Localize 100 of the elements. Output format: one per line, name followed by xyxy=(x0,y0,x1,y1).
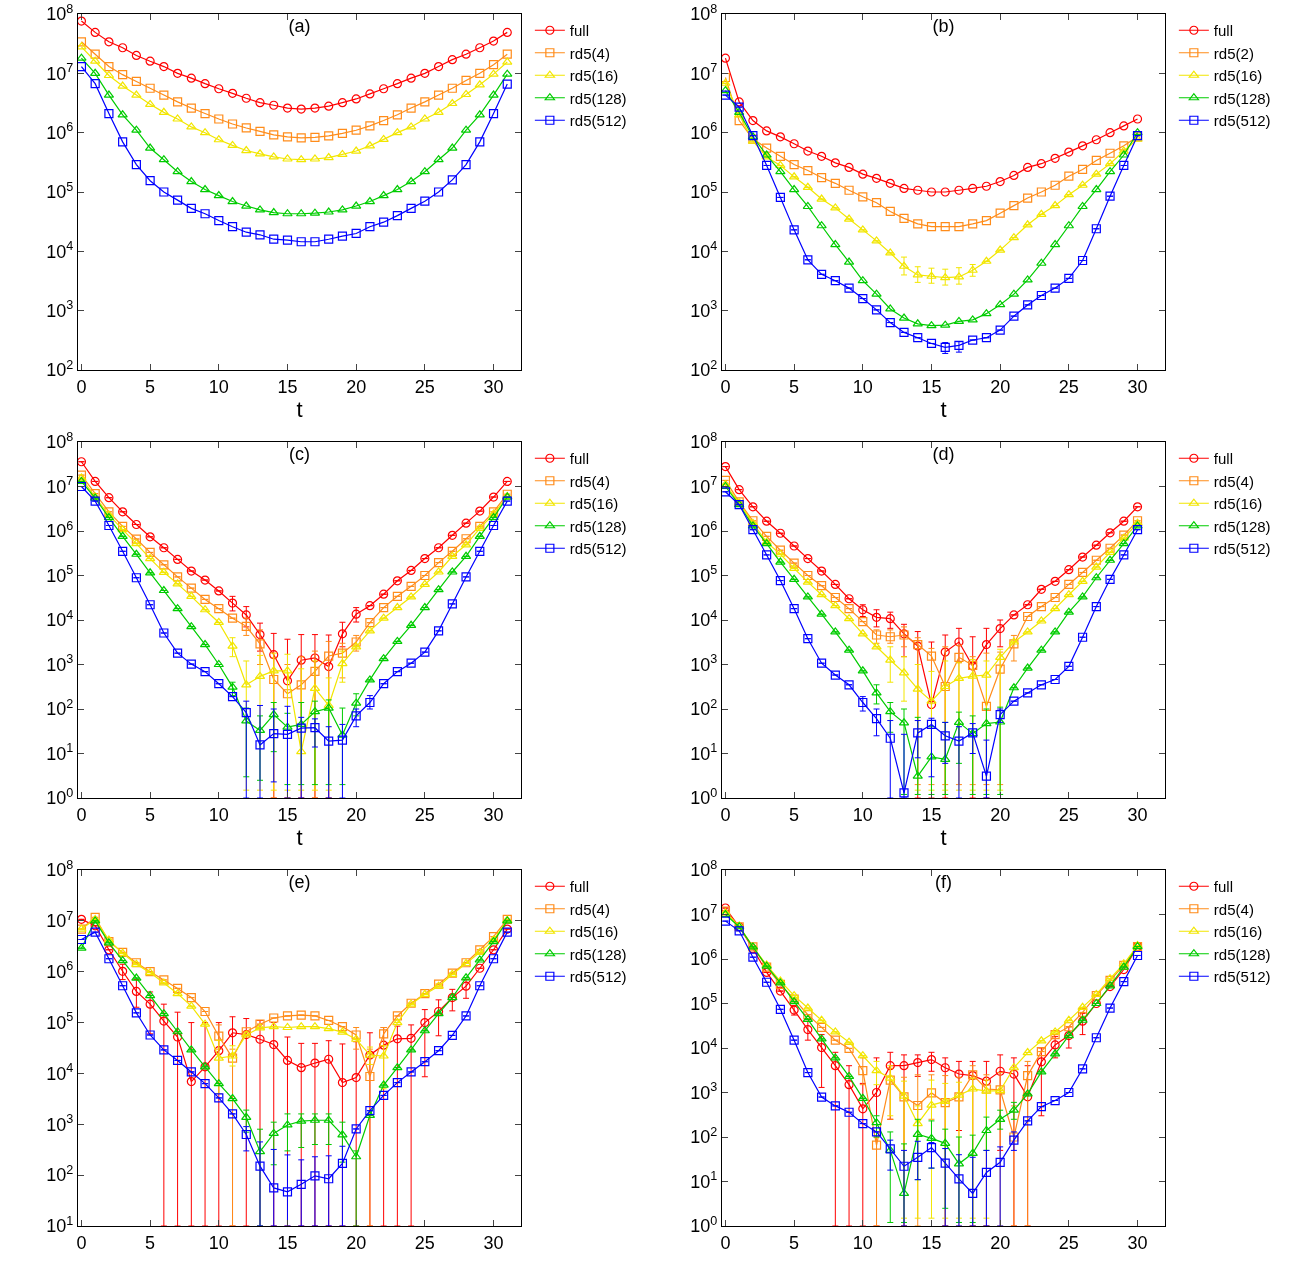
y-tick-label: 10$^{8}$ xyxy=(46,429,74,453)
legend-label: rd5(16) xyxy=(1213,495,1263,513)
x-tick-label: 0 xyxy=(76,1232,87,1253)
chart-title: (c) xyxy=(289,443,310,464)
y-tick-label: 10$^{4}$ xyxy=(46,239,74,262)
y-tick-label: 10$^{0}$ xyxy=(46,785,74,809)
x-tick-label: 10 xyxy=(208,1232,229,1253)
x-tick-label: 20 xyxy=(990,804,1011,825)
x-tick-label: 0 xyxy=(720,804,731,825)
y-tick-label: 10$^{5}$ xyxy=(690,563,718,586)
x-tick-label: 5 xyxy=(145,804,156,825)
y-tick-label: 10$^{1}$ xyxy=(46,741,74,764)
x-tick-label: 15 xyxy=(921,376,942,397)
x-tick-label: 15 xyxy=(277,1232,298,1253)
legend-label: rd5(4) xyxy=(569,900,610,918)
legend-label: rd5(16) xyxy=(1213,67,1263,85)
legend-label: full xyxy=(569,878,590,896)
x-axis-title: t xyxy=(296,824,303,850)
x-tick-label: 5 xyxy=(789,376,800,397)
y-tick-label: 10$^{1}$ xyxy=(690,1169,718,1192)
x-tick-label: 30 xyxy=(483,804,504,825)
y-tick-label: 10$^{6}$ xyxy=(46,518,74,542)
x-axis-title: t xyxy=(296,396,303,422)
legend-label: rd5(16) xyxy=(569,67,619,85)
x-tick-label: 20 xyxy=(990,376,1011,397)
y-tick-label: 10$^{8}$ xyxy=(46,1,74,25)
x-tick-label: 30 xyxy=(1127,1232,1148,1253)
legend-label: rd5(128) xyxy=(569,517,627,535)
y-tick-label: 10$^{4}$ xyxy=(690,607,718,631)
chart-title: (a) xyxy=(288,15,311,36)
y-tick-label: 10$^{2}$ xyxy=(690,696,718,720)
legend-label: rd5(128) xyxy=(569,89,627,107)
y-tick-label: 10$^{5}$ xyxy=(690,179,718,203)
x-tick-label: 30 xyxy=(1127,804,1148,825)
y-tick-label: 10$^{3}$ xyxy=(690,298,718,321)
y-tick-label: 10$^{7}$ xyxy=(46,61,74,84)
y-tick-label: 10$^{6}$ xyxy=(46,959,74,983)
y-tick-label: 10$^{1}$ xyxy=(46,1213,74,1237)
x-tick-label: 10 xyxy=(208,804,229,825)
y-tick-label: 10$^{0}$ xyxy=(690,785,718,809)
x-tick-label: 15 xyxy=(921,804,942,825)
x-tick-label: 25 xyxy=(1058,1232,1079,1253)
legend-label: rd5(4) xyxy=(569,44,610,62)
x-tick-label: 5 xyxy=(145,1232,156,1253)
legend-label: rd5(128) xyxy=(1213,517,1271,535)
chart-title: (d) xyxy=(932,443,955,464)
x-tick-label: 20 xyxy=(990,1232,1011,1253)
x-tick-label: 15 xyxy=(921,1232,942,1253)
legend-label: rd5(16) xyxy=(569,923,619,941)
y-tick-label: 10$^{8}$ xyxy=(690,429,718,453)
x-tick-label: 10 xyxy=(852,804,873,825)
y-tick-label: 10$^{8}$ xyxy=(690,857,718,881)
x-tick-label: 0 xyxy=(720,376,731,397)
y-tick-label: 10$^{8}$ xyxy=(690,1,718,25)
y-tick-label: 10$^{5}$ xyxy=(46,1010,74,1033)
x-tick-label: 30 xyxy=(483,376,504,397)
legend-label: full xyxy=(1213,450,1234,468)
y-tick-label: 10$^{7}$ xyxy=(690,474,718,497)
legend-label: rd5(512) xyxy=(569,540,627,558)
y-tick-label: 10$^{2}$ xyxy=(46,696,74,720)
x-tick-label: 0 xyxy=(76,376,87,397)
y-tick-label: 10$^{6}$ xyxy=(690,518,718,542)
legend-label: rd5(512) xyxy=(1213,112,1271,130)
x-tick-label: 25 xyxy=(1058,376,1079,397)
legend-label: rd5(128) xyxy=(569,945,627,963)
x-tick-label: 5 xyxy=(789,1232,800,1253)
y-tick-label: 10$^{1}$ xyxy=(690,741,718,764)
x-axis-title: t xyxy=(940,824,947,850)
y-tick-label: 10$^{7}$ xyxy=(46,908,74,932)
y-tick-label: 10$^{5}$ xyxy=(46,179,74,203)
legend-label: rd5(128) xyxy=(1213,945,1271,963)
x-tick-label: 25 xyxy=(414,1232,435,1253)
y-tick-label: 10$^{7}$ xyxy=(690,902,718,925)
x-tick-label: 5 xyxy=(789,804,800,825)
y-tick-label: 10$^{7}$ xyxy=(46,474,74,497)
legend-label: rd5(512) xyxy=(1213,540,1271,558)
chart-title: (b) xyxy=(932,15,955,36)
y-tick-label: 10$^{6}$ xyxy=(690,946,718,970)
x-tick-label: 20 xyxy=(346,1232,367,1253)
y-tick-label: 10$^{2}$ xyxy=(690,1124,718,1148)
y-tick-label: 10$^{4}$ xyxy=(690,1035,718,1059)
x-tick-label: 25 xyxy=(1058,804,1079,825)
legend-label: rd5(4) xyxy=(1213,472,1254,490)
chart-title: (f) xyxy=(935,871,952,892)
x-tick-label: 0 xyxy=(720,1232,731,1253)
legend-label: full xyxy=(569,450,590,468)
x-tick-label: 0 xyxy=(76,804,87,825)
y-tick-label: 10$^{4}$ xyxy=(46,1061,74,1084)
legend-label: full xyxy=(569,22,590,40)
y-tick-label: 10$^{6}$ xyxy=(46,120,74,143)
y-tick-label: 10$^{6}$ xyxy=(690,120,718,143)
y-tick-label: 10$^{3}$ xyxy=(46,298,74,321)
y-tick-label: 10$^{8}$ xyxy=(46,857,74,881)
x-tick-label: 20 xyxy=(346,376,367,397)
legend-label: rd5(4) xyxy=(569,472,610,490)
x-tick-label: 25 xyxy=(414,376,435,397)
x-tick-label: 10 xyxy=(852,376,873,397)
legend-label: full xyxy=(1213,878,1234,896)
x-tick-label: 5 xyxy=(145,376,156,397)
legend-label: rd5(512) xyxy=(1213,968,1271,986)
